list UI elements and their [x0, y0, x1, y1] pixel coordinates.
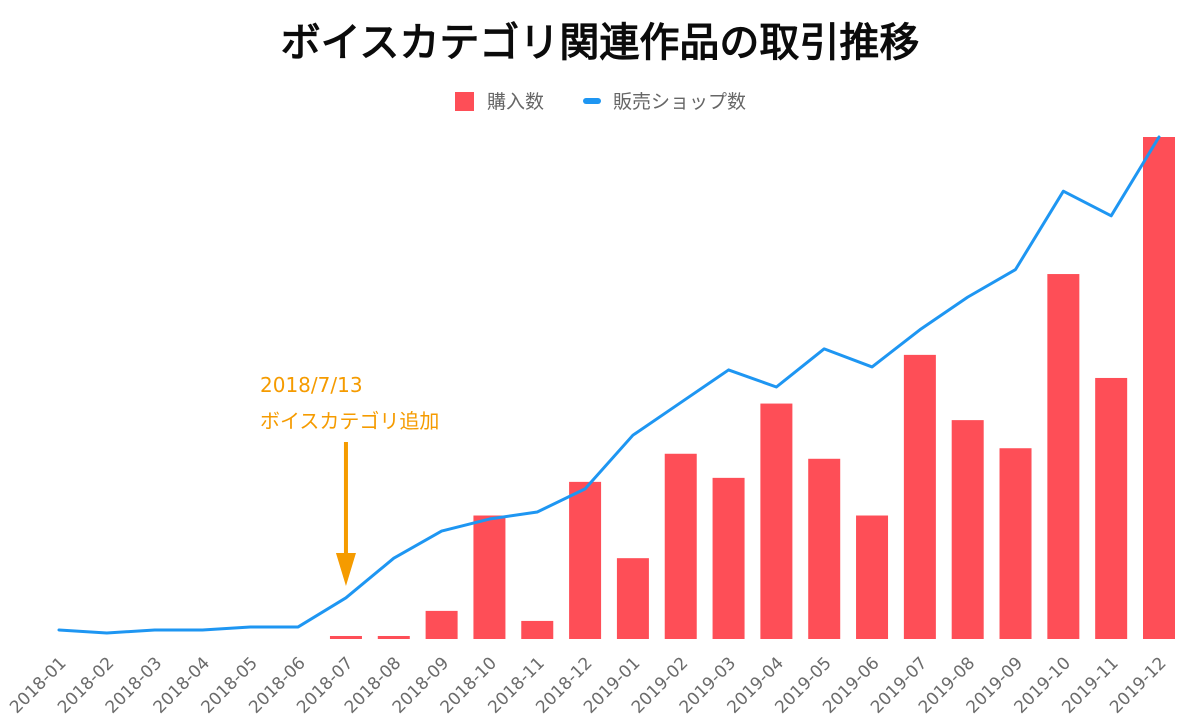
- bar-2019-03: [712, 477, 745, 639]
- legend: 購入数 販売ショップ数: [455, 91, 746, 113]
- legend-item-purchases: 購入数: [455, 91, 544, 113]
- series-line-shops: [57, 135, 1161, 635]
- bars-layer: [329, 137, 1175, 639]
- bar-2018-07: [329, 635, 362, 639]
- chart-title: ボイスカテゴリ関連作品の取引推移: [281, 20, 920, 66]
- annotation-arrow-shaft: [343, 442, 348, 554]
- bar-2018-09: [425, 610, 458, 639]
- legend-label-shops: 販売ショップ数: [613, 91, 746, 113]
- annotation-layer: 2018/7/13 ボイスカテゴリ追加: [260, 373, 439, 586]
- x-axis: 2018-012018-022018-032018-042018-052018-…: [6, 653, 1170, 717]
- bar-2019-06: [856, 515, 889, 639]
- legend-swatch-shops: [583, 98, 601, 104]
- bar-2019-04: [760, 403, 793, 639]
- bar-2018-08: [377, 635, 410, 639]
- bar-2019-09: [999, 448, 1032, 639]
- annotation-label: ボイスカテゴリ追加: [260, 409, 439, 433]
- annotation-date: 2018/7/13: [260, 373, 363, 397]
- legend-swatch-purchases: [455, 92, 474, 111]
- bar-2019-07: [903, 354, 936, 639]
- bar-2019-12: [1143, 137, 1175, 639]
- plot-area: 2018/7/13 ボイスカテゴリ追加 2018-012018-022018-03…: [6, 135, 1175, 718]
- bar-2018-12: [569, 481, 602, 639]
- bar-2019-02: [664, 453, 697, 639]
- legend-label-purchases: 購入数: [487, 91, 544, 113]
- bar-2019-01: [616, 558, 649, 639]
- legend-item-shops: 販売ショップ数: [583, 91, 746, 113]
- annotation-arrow-head: [335, 553, 356, 586]
- bar-2018-11: [521, 620, 554, 639]
- bar-2019-08: [951, 420, 984, 639]
- bar-2018-10: [473, 515, 506, 639]
- bar-2019-11: [1095, 377, 1128, 639]
- line-layer: [57, 135, 1161, 635]
- bar-2019-05: [808, 458, 841, 639]
- bar-2019-10: [1047, 274, 1080, 639]
